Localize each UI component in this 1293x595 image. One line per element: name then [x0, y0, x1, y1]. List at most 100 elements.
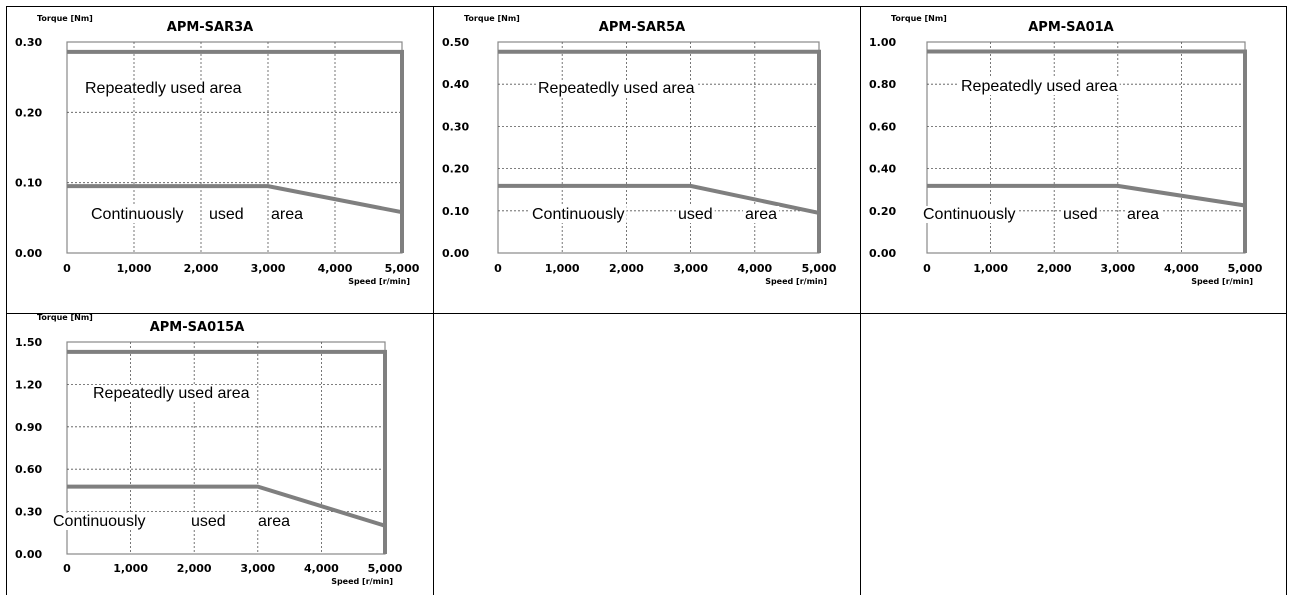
y-tick-label: 0.20	[869, 205, 896, 218]
chart-cell-4: 0.00 0.30 0.60 0.90 1.20 1.50 0 1,000 2,000 3,000…	[7, 313, 433, 595]
continuous-area-label: area	[271, 206, 303, 223]
x-tick-label: 1,000	[973, 262, 1008, 275]
x-tick-label: 4,000	[1164, 262, 1199, 275]
continuous-area-curve	[498, 183, 820, 215]
annotation-background	[91, 385, 252, 402]
repeated-area-curve	[67, 349, 387, 554]
annotation-background	[207, 206, 246, 223]
y-tick-label: 0.80	[869, 78, 896, 91]
y-tick-label: 0.00	[15, 247, 42, 260]
y-tick-label: 0.00	[442, 247, 469, 260]
continuous-area-label: used	[209, 206, 244, 223]
x-tick-label: 1,000	[545, 262, 580, 275]
chart-title: APM-SA01A	[1028, 20, 1114, 35]
annotation-background	[1125, 206, 1162, 223]
y-tick-label: 0.60	[15, 463, 42, 476]
x-tick-label: 5,000	[1228, 262, 1263, 275]
repeated-area-curve	[67, 49, 404, 253]
y-tick-label: 0.10	[15, 177, 42, 190]
torque-chart-4: 0.00 0.30 0.60 0.90 1.20 1.50 0 1,000 2,000 3,000…	[15, 313, 403, 586]
x-tick-label: 2,000	[177, 562, 212, 575]
y-tick-label: 0.40	[442, 78, 469, 91]
torque-chart-1: 0.00 0.10 0.20 0.30 0 1,000 2,000 3,000 4,000 5,0…	[15, 14, 420, 286]
continuous-area-curve	[927, 183, 1246, 208]
x-tick-label: 3,000	[673, 262, 708, 275]
y-tick-label: 0.00	[15, 548, 42, 561]
continuous-area-label: used	[191, 513, 226, 530]
table-row-divider	[6, 313, 1287, 314]
repeated-area-label: Repeatedly used area	[93, 385, 250, 402]
x-tick-label: 4,000	[304, 562, 339, 575]
chart-cell-1: 0.00 0.10 0.20 0.30 0 1,000 2,000 3,000 4,000 5,0…	[7, 7, 433, 313]
repeated-area-label: Repeatedly used area	[961, 78, 1118, 95]
continuous-area-label: area	[1127, 206, 1159, 223]
y-tick-label: 0.90	[15, 421, 42, 434]
y-tick-label: 0.30	[442, 120, 469, 133]
continuous-area-curve	[67, 484, 386, 528]
y-tick-label: 0.40	[869, 163, 896, 176]
repeated-area-label: Repeatedly used area	[538, 80, 695, 97]
x-axis-label: Speed [r/min]	[331, 577, 393, 586]
x-tick-label: 0	[63, 262, 71, 275]
annotation-background	[959, 78, 1120, 95]
x-axis-label: Speed [r/min]	[348, 277, 410, 286]
x-tick-label: 2,000	[609, 262, 644, 275]
y-axis-label: Torque [Nm]	[891, 14, 947, 23]
repeated-area-curve	[498, 49, 821, 253]
y-tick-label: 0.20	[442, 163, 469, 176]
continuous-area-label: used	[678, 206, 713, 223]
x-axis-label: Speed [r/min]	[765, 277, 827, 286]
y-tick-label: 0.30	[15, 506, 42, 519]
y-axis-label: Torque [Nm]	[37, 14, 93, 23]
x-tick-label: 3,000	[240, 562, 275, 575]
continuous-area-label: area	[745, 206, 777, 223]
x-tick-label: 0	[63, 562, 71, 575]
chart-grid-table: 0.00 0.10 0.20 0.30 0 1,000 2,000 3,000 4,000 5,0…	[6, 6, 1287, 595]
annotation-background	[676, 206, 715, 223]
continuous-area-label: Continuously	[53, 513, 146, 530]
annotation-background	[1061, 206, 1100, 223]
x-tick-label: 5,000	[385, 262, 420, 275]
continuous-area-label: used	[1063, 206, 1098, 223]
y-axis-label: Torque [Nm]	[464, 14, 520, 23]
annotation-background	[256, 513, 293, 530]
x-tick-label: 2,000	[184, 262, 219, 275]
y-tick-label: 0.50	[442, 36, 469, 49]
continuous-area-label: Continuously	[532, 206, 625, 223]
x-tick-label: 3,000	[1100, 262, 1135, 275]
x-tick-label: 5,000	[802, 262, 837, 275]
table-border-top	[6, 6, 1287, 7]
annotation-background	[83, 80, 244, 97]
annotation-background	[189, 513, 228, 530]
x-tick-label: 5,000	[368, 562, 403, 575]
continuous-area-label: Continuously	[91, 206, 184, 223]
x-tick-label: 4,000	[318, 262, 353, 275]
table-divider-1	[433, 6, 434, 595]
continuous-area-label: Continuously	[923, 206, 1016, 223]
table-border-right	[1286, 6, 1287, 595]
chart-cell-3: 0.00 0.20 0.40 0.60 0.80 1.00 0 1,000 2,000 3,000…	[861, 7, 1286, 313]
repeated-area-curve	[927, 49, 1247, 253]
chart-cell-2: 0.00 0.10 0.20 0.30 0.40 0.50 0 1,000 2,000 3,000…	[434, 7, 860, 313]
empty-cell-5	[434, 314, 860, 595]
x-axis-label: Speed [r/min]	[1191, 277, 1253, 286]
x-tick-label: 2,000	[1037, 262, 1072, 275]
table-divider-2	[860, 6, 861, 595]
continuous-area-curve	[67, 184, 403, 215]
empty-cell-6	[861, 314, 1286, 595]
annotation-background	[921, 206, 1018, 223]
annotation-background	[89, 206, 186, 223]
repeated-area-label: Repeatedly used area	[85, 80, 242, 97]
y-tick-label: 1.00	[869, 36, 896, 49]
annotation-background	[51, 513, 148, 530]
torque-chart-2: 0.00 0.10 0.20 0.30 0.40 0.50 0 1,000 2,000 3,000…	[442, 14, 837, 286]
x-tick-label: 0	[494, 262, 502, 275]
x-tick-label: 4,000	[737, 262, 772, 275]
annotation-background	[536, 80, 697, 97]
annotation-background	[743, 206, 780, 223]
y-tick-label: 0.10	[442, 205, 469, 218]
chart-title: APM-SAR5A	[599, 20, 685, 35]
y-tick-label: 1.20	[15, 378, 42, 391]
y-axis-label: Torque [Nm]	[37, 313, 93, 322]
table-border-left	[6, 6, 7, 595]
